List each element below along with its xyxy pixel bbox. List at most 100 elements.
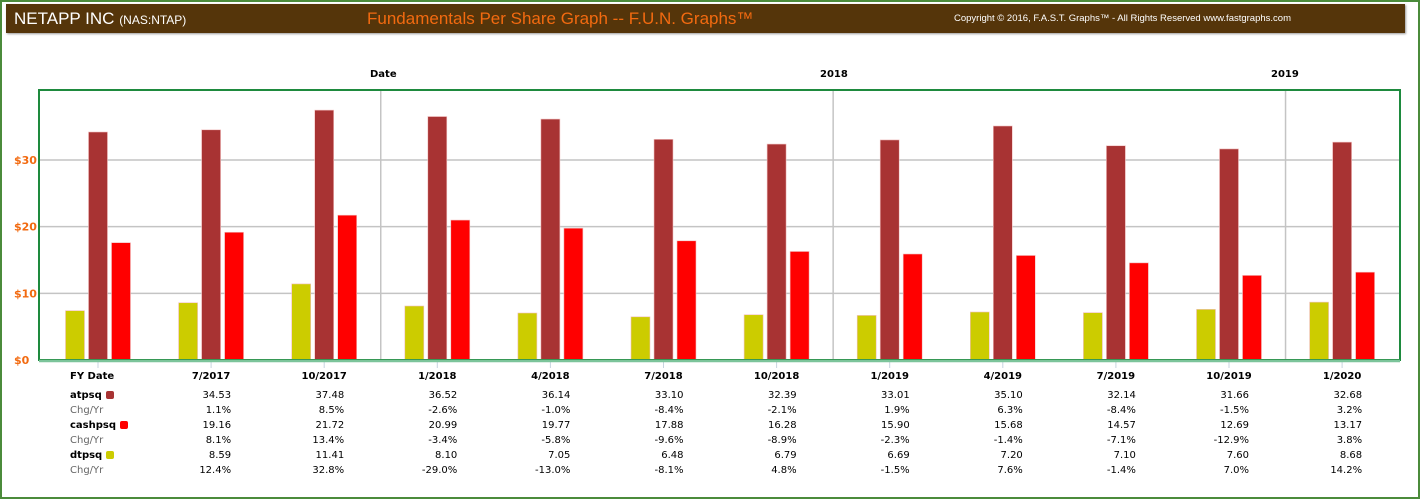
table-cell: 7.10 — [1113, 450, 1136, 461]
date-header: 10/2017 — [301, 371, 347, 382]
bar-atpsq — [1332, 141, 1352, 361]
table-cell: 12.69 — [1220, 420, 1249, 431]
table-cell: 3.8% — [1336, 435, 1363, 446]
date-header: 10/2018 — [753, 371, 800, 382]
table-cell: 21.72 — [315, 420, 345, 431]
bar-atpsq — [427, 116, 448, 361]
bar-atpsq — [540, 118, 561, 361]
legend-swatch-dtpsq — [106, 451, 115, 459]
y-tick-label: $30 — [14, 154, 37, 167]
table-cell: 8.5% — [318, 405, 345, 416]
table-cell: -2.1% — [767, 405, 797, 416]
table-cell: 7.60 — [1226, 450, 1249, 461]
row-label-text: dtpsq — [70, 450, 103, 461]
table-cell: 32.39 — [767, 390, 797, 401]
date-header: 10/2019 — [1206, 371, 1252, 382]
table-cell: -7.1% — [1106, 435, 1136, 446]
bar-cashpsq — [1129, 262, 1149, 361]
bar-cashpsq — [1015, 255, 1036, 361]
table-cell: 6.79 — [774, 450, 797, 461]
table-cell: 8.1% — [205, 435, 232, 446]
table-cell: 6.3% — [997, 405, 1023, 416]
table-cell: -3.4% — [428, 435, 458, 446]
table-cell: 34.53 — [202, 390, 232, 401]
row-label-text: atpsq — [70, 390, 102, 401]
table-cell: -1.5% — [880, 465, 910, 476]
table-cell: -12.9% — [1213, 435, 1249, 446]
bar-dtpsq — [1309, 301, 1329, 361]
table-cell: 19.16 — [202, 420, 232, 431]
table-cell: 13.17 — [1333, 420, 1363, 431]
bar-dtpsq — [291, 283, 312, 361]
table-cell: 3.2% — [1336, 405, 1363, 416]
row-label-text: cashpsq — [70, 420, 117, 431]
row-label-text: Chg/Yr — [70, 405, 104, 416]
bar-atpsq — [88, 131, 108, 361]
fy-date-header: FY Date — [70, 371, 115, 382]
table-cell: -8.9% — [767, 435, 797, 446]
bar-dtpsq — [65, 310, 85, 361]
row-label: cashpsq — [70, 420, 129, 431]
date-header: 1/2018 — [418, 371, 457, 382]
row-label: Chg/Yr — [70, 405, 103, 416]
row-label-text: Chg/Yr — [70, 465, 104, 476]
bar-atpsq — [1106, 145, 1126, 361]
bar-cashpsq — [337, 214, 358, 361]
table-cell: -2.3% — [880, 435, 910, 446]
bar-dtpsq — [856, 315, 877, 361]
y-tick-label: $20 — [14, 221, 37, 234]
table-cell: 33.01 — [881, 390, 910, 401]
table-cell: -8.4% — [654, 405, 684, 416]
y-tick-label: $10 — [14, 287, 37, 300]
header-bar: NETAPP INC (NAS:NTAP) Fundamentals Per S… — [6, 4, 1405, 33]
copyright: Copyright © 2016, F.A.S.T. Graphs™ - All… — [954, 13, 1291, 24]
bar-dtpsq — [404, 305, 425, 361]
bar-cashpsq — [224, 231, 244, 361]
table-cell: 14.57 — [1107, 420, 1136, 431]
bar-dtpsq — [178, 302, 198, 361]
table-cell: 33.10 — [654, 390, 684, 401]
company-title: NETAPP INC (NAS:NTAP) — [14, 9, 186, 29]
date-header: 7/2019 — [1096, 371, 1136, 382]
bar-cashpsq — [789, 251, 810, 361]
date-header: 7/2018 — [644, 371, 683, 382]
table-cell: 20.99 — [428, 420, 458, 431]
table-cell: 1.9% — [884, 405, 910, 416]
bar-atpsq — [201, 129, 221, 361]
bar-dtpsq — [517, 312, 538, 361]
bar-atpsq — [992, 125, 1013, 361]
table-cell: -8.4% — [1106, 405, 1136, 416]
legend-swatch-atpsq — [105, 391, 114, 399]
date-header: 1/2019 — [870, 371, 909, 382]
bar-atpsq — [766, 143, 787, 361]
bar-atpsq — [653, 139, 674, 361]
table-cell: 11.41 — [315, 450, 345, 461]
company-name: NETAPP INC — [14, 9, 115, 28]
table-cell: 15.90 — [881, 420, 910, 431]
table-cell: 31.66 — [1220, 390, 1249, 401]
date-header: 7/2017 — [191, 371, 231, 382]
date-header: 4/2019 — [983, 371, 1023, 382]
graph-title: Fundamentals Per Share Graph -- F.U.N. G… — [367, 9, 754, 28]
date-header: 1/2020 — [1322, 371, 1362, 382]
row-label: Chg/Yr — [70, 435, 103, 446]
table-cell: 36.14 — [541, 390, 571, 401]
table-cell: 8.68 — [1339, 450, 1363, 461]
table-cell: 36.52 — [428, 390, 458, 401]
table-cell: 13.4% — [312, 435, 345, 446]
table-cell: -1.5% — [1219, 405, 1249, 416]
table-cell: -1.4% — [1106, 465, 1136, 476]
table-cell: -9.6% — [654, 435, 684, 446]
table-cell: 14.2% — [1330, 465, 1363, 476]
row-label: atpsq — [70, 390, 114, 401]
table-cell: 17.88 — [654, 420, 684, 431]
table-cell: -2.6% — [428, 405, 458, 416]
bar-cashpsq — [902, 253, 923, 361]
table-cell: 7.20 — [1000, 450, 1023, 461]
table-cell: 7.05 — [548, 450, 571, 461]
date-header: 4/2018 — [531, 371, 570, 382]
table-cell: 6.69 — [887, 450, 910, 461]
table-cell: 37.48 — [315, 390, 345, 401]
top-label-2019: 2019 — [1271, 69, 1299, 80]
